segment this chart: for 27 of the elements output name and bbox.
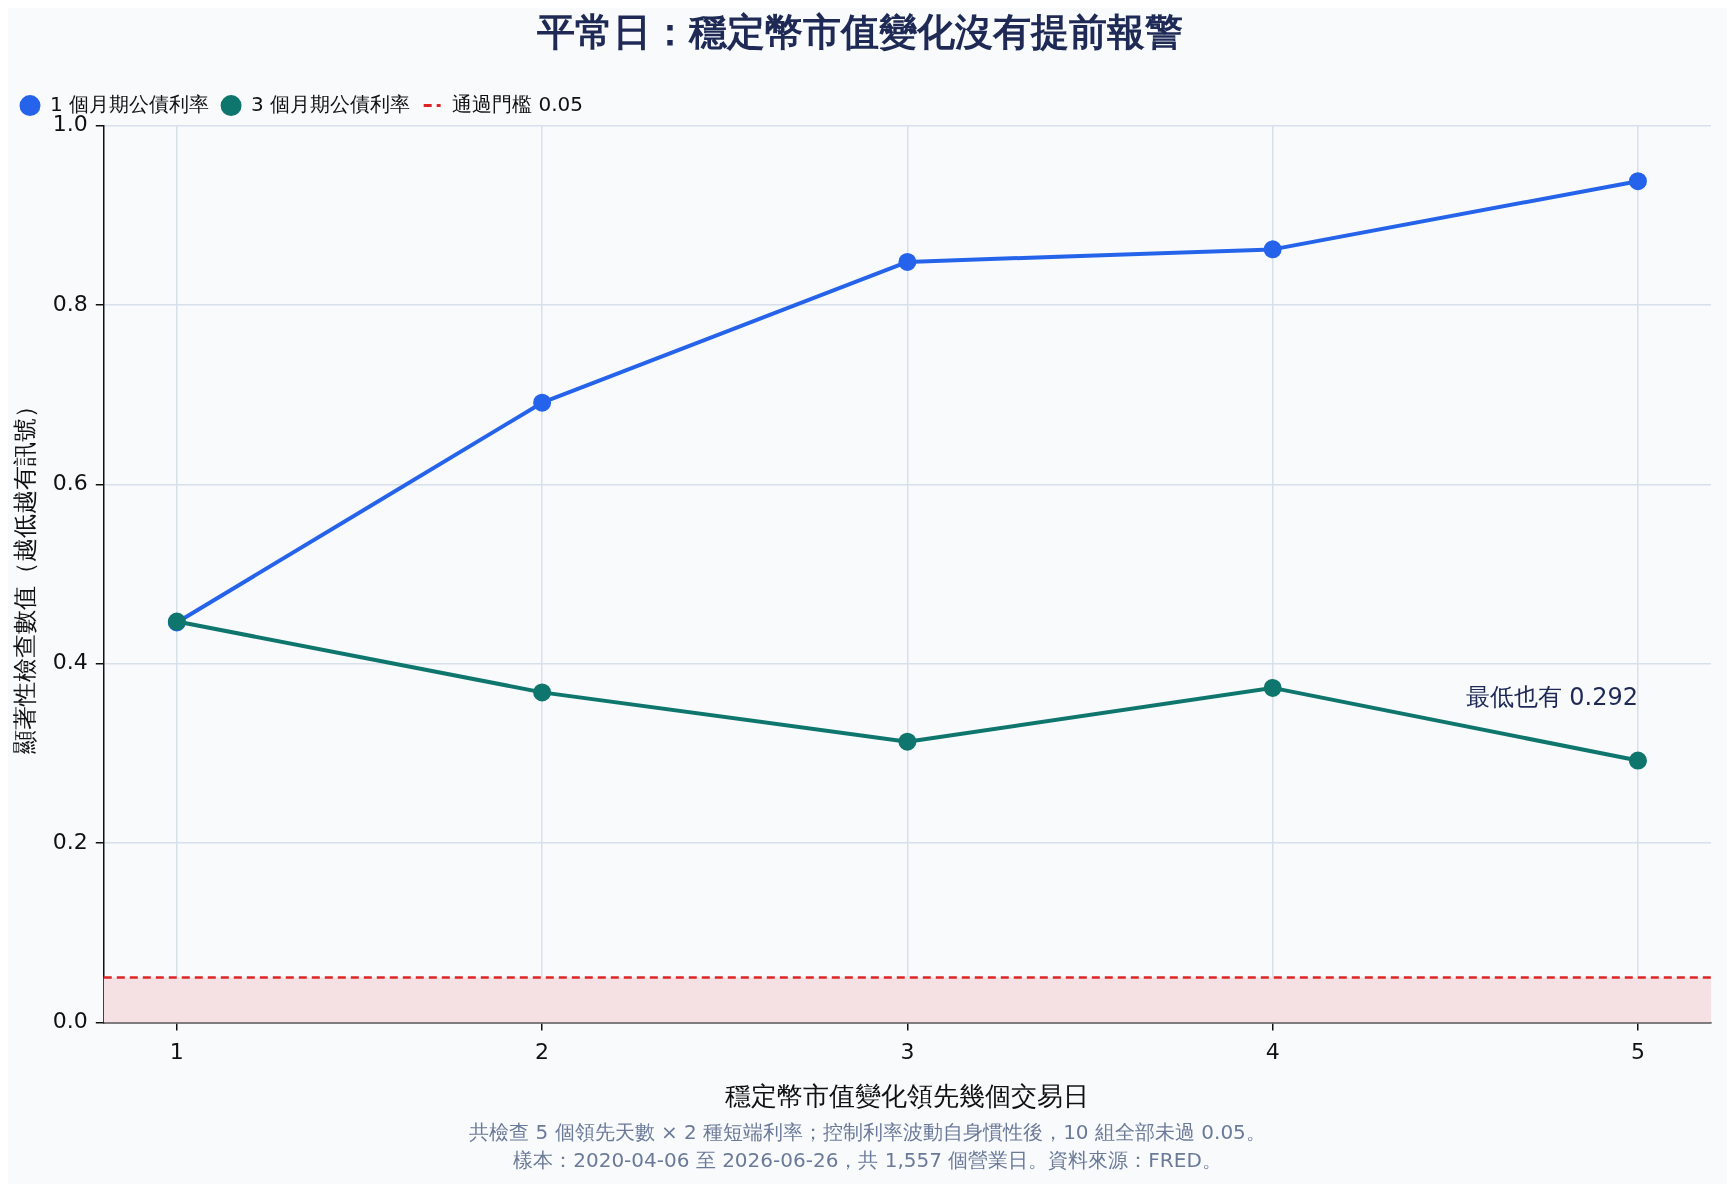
y-tick-label: 0.2: [52, 828, 88, 854]
y-tick-label: 0.0: [52, 1008, 88, 1034]
x-tick-label: 5: [1630, 1039, 1645, 1065]
legend-label: 通過門檻 0.05: [452, 91, 584, 116]
y-axis-title: 顯著性檢查數值（越低越有訊號）: [10, 394, 39, 754]
point: [533, 683, 552, 702]
x-tick-label: 4: [1265, 1039, 1280, 1065]
y-tick-label: 0.6: [52, 470, 88, 496]
point: [898, 252, 917, 271]
legend-label: 3 個月期公債利率: [251, 91, 411, 116]
x-tick-label: 3: [900, 1039, 915, 1065]
annotation: 最低也有 0.292: [1465, 682, 1638, 711]
x-tick-label: 1: [169, 1039, 184, 1065]
text: 共檢查 5 個領先天數 × 2 種短端利率；控制利率波動自身慣性後，10 組全部未過 0.05。: [468, 1119, 1267, 1146]
point: [1263, 240, 1282, 259]
point: [1263, 678, 1282, 697]
x-tick-label: 2: [535, 1039, 550, 1065]
text: 樣本：2020-04-06 至 2026-06-26，共 1,557 個營業日。資料來源：FRED。: [512, 1147, 1223, 1174]
x-axis-title: 穩定幣市值變化領先幾個交易日: [725, 1081, 1090, 1112]
chart-title: 平常日：穩定幣市值變化沒有提前報警: [536, 9, 1183, 54]
legend-label: 1 個月期公債利率: [50, 91, 210, 116]
point: [1628, 751, 1647, 770]
point: [533, 393, 552, 412]
y-tick-label: 0.4: [52, 649, 88, 675]
y-tick-label: 0.8: [52, 290, 88, 316]
point: [1628, 172, 1647, 191]
point: [898, 732, 917, 751]
